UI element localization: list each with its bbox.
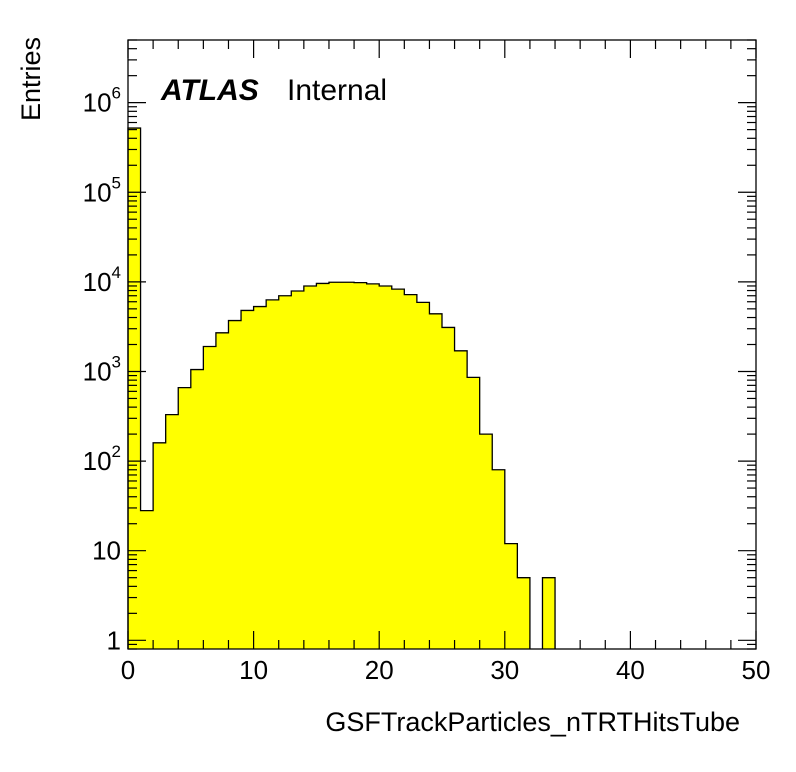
- histogram-bin: [328, 282, 342, 649]
- histogram-outline: [127, 127, 556, 649]
- histogram-bars: [128, 128, 556, 650]
- y-axis-title: Entries: [16, 37, 46, 121]
- histogram-bin: [291, 291, 305, 649]
- x-tick-label: 10: [239, 655, 268, 685]
- histogram-bin: [542, 577, 556, 649]
- histogram-bin: [504, 543, 518, 649]
- y-tick-label: 105: [83, 173, 121, 207]
- y-tick-label: 104: [83, 263, 121, 297]
- histogram-bin: [303, 285, 317, 649]
- histogram-bin: [178, 387, 192, 649]
- y-tick-label: 106: [83, 84, 121, 118]
- histogram-bin: [316, 283, 330, 649]
- histogram-bin: [266, 299, 280, 649]
- histogram-bin: [404, 294, 418, 649]
- y-tick-label: 103: [83, 352, 121, 386]
- x-tick-label: 50: [742, 655, 771, 685]
- histogram-bin: [278, 295, 292, 649]
- histogram-bin: [442, 327, 455, 649]
- x-tick-label: 0: [121, 655, 135, 685]
- atlas-label: ATLAS: [160, 74, 259, 107]
- histogram-bin: [467, 377, 481, 649]
- histogram-bin: [165, 414, 179, 649]
- histogram-bin: [454, 350, 468, 649]
- y-tick-label: 1: [107, 625, 121, 655]
- histogram-bin: [391, 289, 405, 649]
- histogram-bin: [341, 282, 355, 649]
- histogram-bin: [253, 306, 267, 649]
- histogram-bin: [416, 302, 430, 649]
- axis-ticks: [127, 39, 757, 650]
- x-tick-label: 40: [616, 655, 645, 685]
- histogram-bin: [203, 346, 217, 649]
- histogram-bin: [190, 369, 204, 649]
- y-tick-labels: 1 10 102 103 104 105 106: [83, 84, 121, 656]
- x-tick-labels: 0 10 20 30 40 50: [121, 655, 771, 685]
- histogram-bin: [140, 510, 154, 649]
- histogram-bin: [153, 442, 167, 649]
- histogram-bin: [241, 310, 254, 649]
- internal-label: Internal: [287, 74, 387, 107]
- y-tick-label: 102: [83, 442, 121, 476]
- x-tick-label: 20: [365, 655, 394, 685]
- histogram-bin: [128, 128, 141, 650]
- y-tick-label: 10: [92, 536, 121, 566]
- histogram-bin: [366, 283, 380, 649]
- histogram-bin: [379, 285, 393, 649]
- histogram-bin: [354, 282, 368, 649]
- histogram-bin: [228, 320, 242, 649]
- plot-frame: [127, 39, 757, 650]
- histogram-bin: [517, 577, 531, 649]
- histogram-bin: [492, 469, 506, 649]
- x-axis-title: GSFTrackParticles_nTRTHitsTube: [325, 707, 740, 737]
- histogram-bin: [429, 313, 443, 649]
- histogram-bin: [479, 434, 493, 649]
- histogram-bin: [215, 332, 229, 649]
- x-tick-label: 30: [490, 655, 519, 685]
